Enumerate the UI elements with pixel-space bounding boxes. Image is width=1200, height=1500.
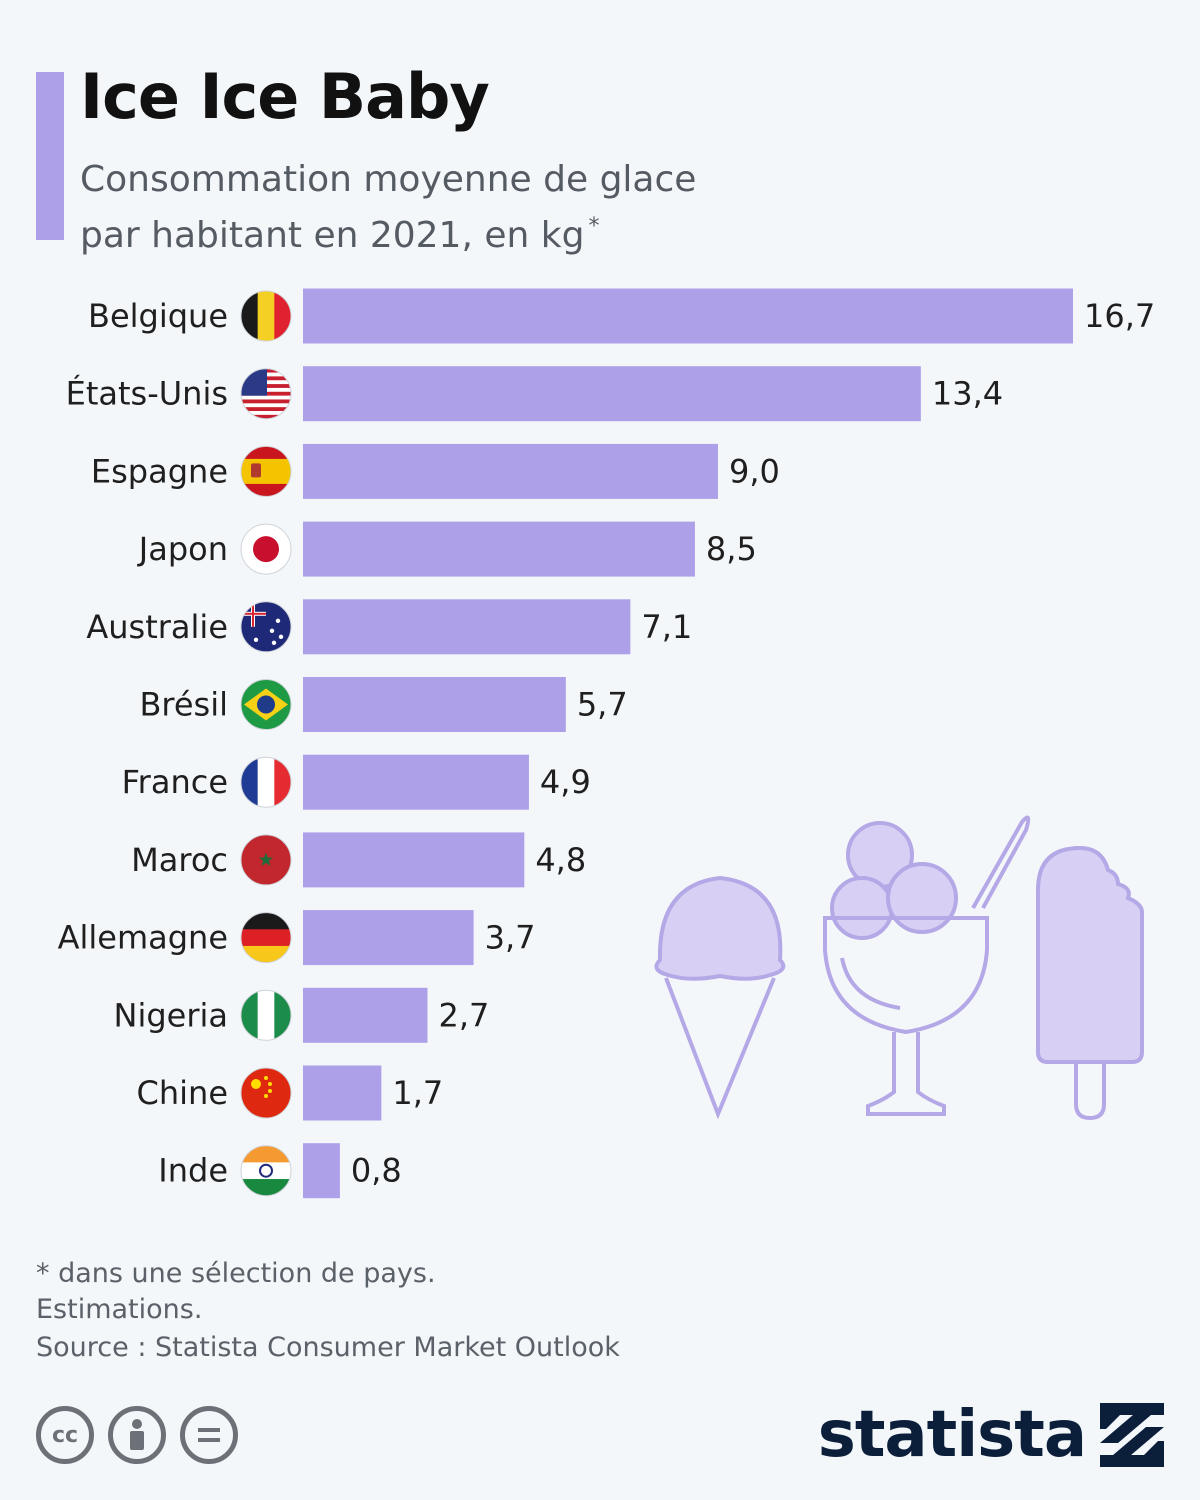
- value-label: 16,7: [1084, 297, 1155, 335]
- bar-row: France 4,9: [122, 754, 591, 810]
- flag-br-icon: [240, 679, 292, 730]
- popsicle-icon: [1036, 845, 1144, 1121]
- category-label: Chine: [137, 1074, 228, 1112]
- subtitle-asterisk: *: [588, 214, 600, 239]
- footnote: * dans une sélection de pays. Estimation…: [36, 1256, 436, 1328]
- flag-ng-icon: [240, 989, 292, 1041]
- subtitle-line-2: par habitant en 2021, en kg *: [80, 203, 780, 259]
- category-label: États-Unis: [66, 375, 228, 413]
- flag-ma-icon: [240, 834, 292, 886]
- category-label: Allemagne: [58, 919, 228, 957]
- flag-jp-icon: [240, 523, 292, 575]
- flag-fr-icon: [240, 756, 292, 808]
- value-label: 3,7: [485, 919, 536, 957]
- bar-row: Australie 7,1: [86, 599, 692, 655]
- flag-es-icon: [240, 445, 292, 497]
- bar: [303, 366, 921, 422]
- chart-title: Ice Ice Baby: [80, 60, 490, 133]
- bar: [303, 987, 428, 1043]
- subtitle-line-1: Consommation moyenne de glace: [80, 159, 697, 200]
- ice-cream-cone-icon: [654, 875, 786, 1120]
- flag-us-icon: [240, 368, 292, 420]
- attribution-icon[interactable]: [108, 1406, 166, 1464]
- accent-bar: [36, 72, 64, 240]
- value-label: 2,7: [438, 996, 489, 1034]
- bar: [303, 288, 1073, 344]
- value-label: 4,8: [535, 841, 586, 879]
- person-icon: [130, 1419, 144, 1450]
- bar-row: Nigeria 2,7: [114, 987, 489, 1043]
- flag-de-icon: [240, 912, 292, 964]
- value-label: 4,9: [540, 763, 591, 801]
- bar-row: Inde 0,8: [158, 1143, 402, 1199]
- value-label: 8,5: [706, 530, 757, 568]
- bar: [303, 910, 474, 966]
- bar: [303, 1065, 382, 1121]
- flag-au-icon: [240, 601, 292, 653]
- equals-icon: [198, 1428, 220, 1442]
- bar: [303, 677, 566, 732]
- footnote-selection: * dans une sélection de pays.: [36, 1258, 436, 1289]
- statista-mark-icon: [1100, 1403, 1164, 1467]
- bar: [303, 1143, 340, 1199]
- flag-be-icon: [240, 290, 292, 342]
- category-label: Belgique: [88, 297, 228, 335]
- no-derivatives-icon[interactable]: [180, 1406, 238, 1464]
- category-label: Maroc: [131, 841, 228, 879]
- value-label: 0,8: [351, 1152, 402, 1190]
- bar-row: Brésil 5,7: [139, 677, 628, 732]
- bar-row: Chine 1,7: [137, 1065, 443, 1121]
- category-label: Inde: [158, 1152, 228, 1190]
- bar: [303, 521, 695, 577]
- brand-logo[interactable]: statista: [818, 1398, 1164, 1472]
- bar: [303, 599, 631, 655]
- category-label: Japon: [137, 530, 228, 568]
- bar: [303, 443, 718, 499]
- license-icons: cc: [36, 1406, 238, 1464]
- value-label: 1,7: [392, 1074, 443, 1112]
- footnote-estimates: Estimations.: [36, 1294, 203, 1325]
- bar-row: Belgique 16,7: [88, 288, 1155, 344]
- value-label: 7,1: [641, 608, 692, 646]
- flag-cn-icon: [240, 1067, 292, 1119]
- bar-row: Allemagne 3,7: [58, 910, 536, 966]
- category-label: Espagne: [91, 452, 228, 490]
- category-label: Nigeria: [114, 996, 228, 1034]
- bar-row: Espagne 9,0: [91, 443, 780, 499]
- value-label: 13,4: [932, 375, 1003, 413]
- bar-row: États-Unis 13,4: [66, 366, 1003, 422]
- bar-chart: Belgique 16,7 États-Unis 13,4 Espagne 9,0 Japo…: [58, 288, 1155, 1199]
- sundae-icon: [823, 815, 1031, 1116]
- subtitle-line-2-text: par habitant en 2021, en kg: [80, 215, 585, 256]
- bar: [303, 832, 525, 888]
- category-label: Brésil: [139, 686, 228, 724]
- bar-row: Japon 8,5: [137, 521, 757, 577]
- cc-icon[interactable]: cc: [36, 1406, 94, 1464]
- chart-subtitle: Consommation moyenne de glace par habita…: [80, 156, 780, 259]
- ice-cream-illustration: [654, 815, 1144, 1121]
- category-label: France: [122, 763, 228, 801]
- source-note: Source : Statista Consumer Market Outloo…: [36, 1332, 620, 1363]
- brand-name: statista: [817, 1398, 1087, 1472]
- bar: [303, 754, 529, 810]
- category-label: Australie: [86, 608, 228, 646]
- flag-in-icon: [240, 1145, 292, 1197]
- value-label: 5,7: [577, 686, 628, 724]
- bar-row: Maroc 4,8: [131, 832, 586, 888]
- value-label: 9,0: [729, 452, 780, 490]
